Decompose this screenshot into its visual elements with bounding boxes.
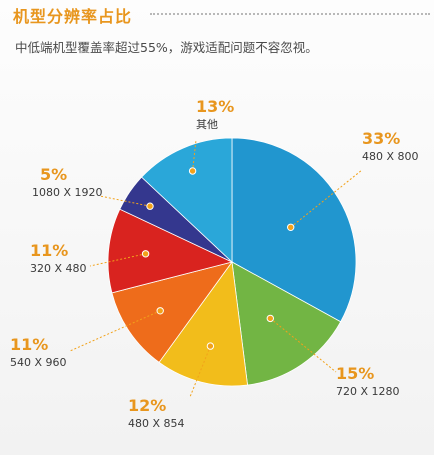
callout-line-6 <box>99 195 151 207</box>
page-subtitle: 中低端机型覆盖率超过55%，游戏适配问题不容忽视。 <box>15 40 318 55</box>
callout-dot-6 <box>146 202 154 210</box>
callout-dot-4 <box>156 307 164 315</box>
callout-line-3 <box>189 345 211 398</box>
callout-line-7 <box>192 139 197 172</box>
slice-category-label-4: 540 X 960 <box>10 356 67 369</box>
slice-category-label-6: 1080 X 1920 <box>32 186 103 199</box>
callout-line-1 <box>290 169 363 228</box>
callout-line-5 <box>89 253 146 267</box>
pie-slice-4 <box>111 261 233 363</box>
pie-slice-1 <box>231 137 357 323</box>
slice-percent-label-4: 11% <box>10 335 48 354</box>
slice-percent-label-5: 11% <box>30 241 68 260</box>
callout-dot-5 <box>141 250 150 258</box>
pie-callouts: 33% 480 X 800 15% 720 X 1280 12% 480 X 854 11%… <box>10 97 419 430</box>
slice-percent-label-3: 12% <box>128 396 166 415</box>
slice-percent-label-7: 13% <box>196 97 234 116</box>
callout-dot-2 <box>266 314 274 323</box>
callout-dot-7 <box>188 167 197 175</box>
page-title: 机型分辨率占比 <box>13 7 133 26</box>
title-divider <box>150 13 430 15</box>
pie-slice-5 <box>107 208 234 294</box>
callout-dot-1 <box>287 223 295 232</box>
slice-category-label-7: 其他 <box>196 118 218 131</box>
pie-slice-3 <box>158 260 248 387</box>
callout-dot-3 <box>206 342 215 350</box>
pie-slices <box>107 137 357 387</box>
slice-category-label-5: 320 X 480 <box>30 262 87 275</box>
pie-slice-7 <box>141 137 233 263</box>
slice-percent-label-6: 5% <box>40 165 67 184</box>
slice-percent-label-1: 33% <box>362 129 400 148</box>
slice-category-label-3: 480 X 854 <box>128 417 185 430</box>
slice-category-label-2: 720 X 1280 <box>336 385 400 398</box>
slice-category-label-1: 480 X 800 <box>362 150 419 163</box>
slice-percent-label-2: 15% <box>336 364 374 383</box>
callout-line-4 <box>69 310 161 352</box>
